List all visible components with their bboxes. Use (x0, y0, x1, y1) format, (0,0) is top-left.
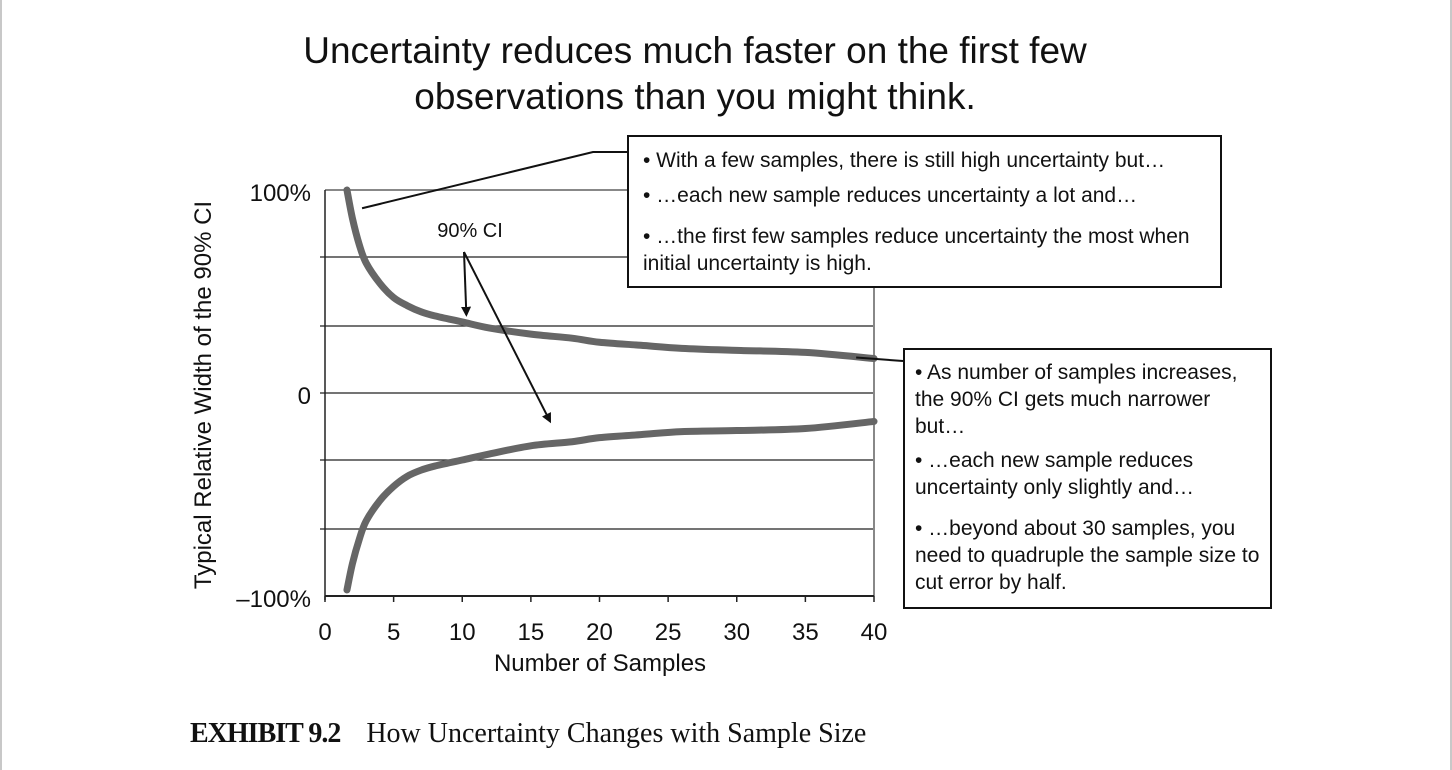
ci-arrow-lower (463, 251, 551, 424)
ci-annotation-label: 90% CI (437, 220, 503, 242)
callout-right-leader (856, 356, 904, 362)
x-tick-label-1: 5 (387, 619, 400, 646)
y-axis-label: Typical Relative Width of the 90% CI (190, 200, 217, 590)
series-layer (343, 186, 878, 594)
ci-arrow-upper (461, 251, 472, 317)
callout-top-line-3: • …the first few samples reduce uncertai… (643, 225, 1190, 275)
callout-top-line-2: • …each new sample reduces uncertainty a… (643, 184, 1138, 207)
x-tick-label-4: 20 (586, 619, 613, 646)
x-tick-label-5: 25 (655, 619, 682, 646)
x-tick-label-0: 0 (318, 619, 331, 646)
annotation-layer: 90% CI (361, 151, 904, 424)
callout-right-line-3: • …beyond about 30 samples, you need to … (915, 517, 1260, 594)
y-tick-label-2: –100% (236, 586, 311, 613)
y-tick-label-1: 0 (298, 383, 311, 410)
x-tick-label-6: 30 (723, 619, 750, 646)
exhibit-text: How Uncertainty Changes with Sample Size (366, 718, 867, 749)
callout-right: • As number of samples increases, the 90… (903, 348, 1272, 609)
callout-right-line-1: • As number of samples increases, the 90… (915, 361, 1238, 438)
tick-layer: 0 5 10 15 20 25 30 35 40 100% 0 –100% (236, 180, 887, 646)
x-tick-label-2: 10 (449, 619, 476, 646)
page-edge-right (1450, 0, 1452, 770)
x-axis-label: Number of Samples (493, 650, 707, 677)
y-tick-label-0: 100% (250, 180, 311, 207)
callout-top-line-1: • With a few samples, there is still hig… (643, 149, 1166, 172)
x-tick-label-8: 40 (861, 619, 888, 646)
callout-top-leader (361, 151, 627, 210)
chart-title: Uncertainty reduces much faster on the f… (303, 30, 1087, 117)
x-tick-label-7: 35 (792, 619, 819, 646)
page-edge-left (0, 0, 2, 770)
x-tick-label-3: 15 (518, 619, 545, 646)
callout-right-line-2: • …each new sample reduces uncertainty o… (915, 449, 1194, 499)
exhibit-label: EXHIBIT 9.2 (190, 718, 341, 749)
lower-ci-curve (343, 417, 878, 594)
upper-ci-curve (343, 186, 878, 362)
callout-top: • With a few samples, there is still hig… (627, 135, 1222, 288)
exhibit-caption: EXHIBIT 9.2 How Uncertainty Changes with … (190, 718, 866, 750)
